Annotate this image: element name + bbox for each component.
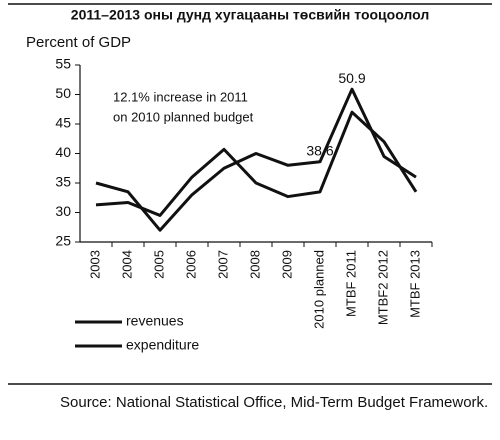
- y-tick-label: 45: [55, 115, 71, 131]
- data-label: 50.9: [338, 70, 365, 86]
- x-tick-label: 2005: [151, 250, 166, 279]
- x-tick-label: 2010 planned: [311, 250, 326, 329]
- x-tick-label: 2003: [87, 250, 102, 279]
- legend-label: revenues: [126, 313, 184, 329]
- y-tick-label: 50: [55, 85, 71, 101]
- y-tick-label: 40: [55, 144, 71, 160]
- x-tick-label: 2009: [279, 250, 294, 279]
- x-tick-label: MTBF2 2012: [375, 250, 390, 325]
- legend-label: expenditure: [126, 337, 199, 353]
- annotation: 12.1% increase in 2011: [113, 89, 248, 104]
- chart-title: 2011–2013 оны дунд хугацааны төсвийн тоо…: [71, 7, 429, 23]
- x-tick-label: MTBF 2013: [407, 250, 422, 318]
- x-tick-label: 2008: [247, 250, 262, 279]
- series-line: [95, 110, 418, 217]
- y-tick-label: 55: [55, 56, 71, 72]
- annotation: on 2010 planned budget: [113, 109, 254, 124]
- x-tick-label: MTBF 2011: [343, 250, 358, 317]
- x-tick-label: 2004: [119, 250, 134, 279]
- y-tick-label: 35: [55, 174, 71, 190]
- chart: 2011–2013 оны дунд хугацааны төсвийн тоо…: [8, 3, 492, 385]
- x-tick-label: 2007: [215, 250, 230, 279]
- source-note: Source: National Statistical Office, Mid…: [60, 394, 489, 411]
- data-label: 38.6: [306, 142, 333, 158]
- x-tick-label: 2006: [183, 250, 198, 279]
- y-tick-label: 30: [55, 203, 71, 219]
- y-axis-label: Percent of GDP: [26, 34, 131, 51]
- y-tick-label: 25: [55, 233, 71, 249]
- series-line: [95, 87, 417, 232]
